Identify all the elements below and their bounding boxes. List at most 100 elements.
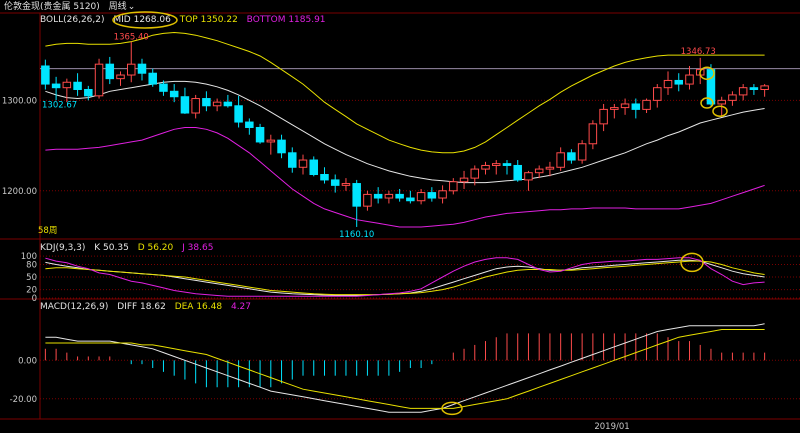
high-price-label-right: 1346.73 <box>681 47 716 57</box>
candle-body <box>352 183 361 207</box>
candle-body <box>234 105 243 123</box>
date-axis-label: 2019/01 <box>594 422 629 432</box>
chevron-down-icon: ⌄ <box>127 2 136 12</box>
macd-tick-label: -20.00 <box>10 395 37 405</box>
candle-body <box>459 177 469 183</box>
candle-body <box>245 121 254 128</box>
boll-mid-line <box>45 80 765 184</box>
candle-body <box>384 193 394 199</box>
candle-body <box>288 152 297 168</box>
candle-body <box>373 193 383 199</box>
candle-body <box>137 63 147 74</box>
candle-body <box>588 123 598 145</box>
boll-label: BOLL(26,26,2) <box>40 15 105 25</box>
macd-label: MACD(12,26,9) <box>40 302 109 312</box>
candle-body <box>663 79 673 89</box>
candle-body <box>610 107 619 110</box>
annotation-circle <box>112 11 178 29</box>
boll-mid-label: MID 1268.06 <box>113 15 171 25</box>
candle-body <box>642 99 651 110</box>
candle-body <box>674 79 684 85</box>
candle-body <box>470 168 480 179</box>
candle-body <box>534 168 544 174</box>
kdj-label: KDJ(9,3,3) <box>40 243 86 253</box>
candle-body <box>363 193 372 207</box>
kdj-j-line <box>45 257 765 297</box>
macd-dea-line <box>45 329 765 409</box>
kdj-d-label: D 56.20 <box>137 243 174 253</box>
candle-body <box>502 163 512 166</box>
candle-body <box>685 74 694 85</box>
candle-body <box>105 63 115 80</box>
candle-body <box>567 152 576 161</box>
candle-body <box>760 85 769 90</box>
candle-body <box>309 159 319 176</box>
candle-body <box>449 181 458 192</box>
annotation-circle <box>699 66 715 80</box>
kdj-tick-label: 20 <box>26 286 37 296</box>
candle-body <box>191 98 200 114</box>
boll-top-label: TOP 1350.22 <box>179 15 238 25</box>
candle-body <box>73 81 82 90</box>
candle-body <box>341 183 351 186</box>
candle-body <box>728 94 737 101</box>
candle-body <box>223 101 233 107</box>
candle-body <box>126 63 136 76</box>
candle-body <box>481 164 490 170</box>
candle-body <box>298 159 308 168</box>
candle-body <box>749 87 759 90</box>
candle-body <box>513 164 522 181</box>
candle-body <box>116 74 125 80</box>
price-tick-label: 1200.00 <box>2 187 37 197</box>
candle-body <box>706 69 716 105</box>
candle-body <box>277 139 286 154</box>
candle-body <box>416 192 426 202</box>
candle-body <box>524 172 533 181</box>
candle-body <box>406 197 415 202</box>
candle-body <box>51 83 61 89</box>
candle-body <box>320 174 329 181</box>
candle-body <box>202 98 211 107</box>
candle-body <box>41 65 50 85</box>
annotation-circle <box>441 401 463 416</box>
candle-body <box>180 96 190 114</box>
candle-body <box>159 83 168 92</box>
candle-body <box>653 87 662 101</box>
window-title-bar: 伦敦金现(贵金属 5120) 周线⌄ <box>4 1 141 14</box>
candle-body <box>577 143 587 161</box>
boll-bottom-line <box>45 127 765 228</box>
period-selector[interactable]: 周线⌄ <box>109 2 136 12</box>
candle-body <box>556 152 565 168</box>
kdj-d-line <box>45 260 765 296</box>
kdj-tick-label: 50 <box>26 273 37 283</box>
annotation-circle <box>700 97 714 109</box>
candle-body <box>255 126 265 143</box>
candle-body <box>545 166 555 170</box>
kdj-tick-label: 100 <box>21 252 37 262</box>
candle-body <box>717 99 726 105</box>
candle-body <box>599 108 608 125</box>
candle-body <box>738 87 748 96</box>
macd-diff-label: DIFF 18.62 <box>117 302 166 312</box>
macd-legend: MACD(12,26,9) DIFF 18.62 DEA 16.48 4.27 <box>40 301 257 314</box>
candle-body <box>94 63 104 97</box>
candle-body <box>438 190 447 199</box>
instrument-title: 伦敦金现(贵金属 5120) <box>4 2 100 12</box>
boll-legend: BOLL(26,26,2) MID 1268.06 TOP 1350.22 BO… <box>40 14 332 27</box>
period-label: 周线 <box>108 2 127 12</box>
candle-body <box>631 103 641 110</box>
candle-body <box>169 90 179 98</box>
boll-bottom-label: BOTTOM 1185.91 <box>246 15 326 25</box>
macd-dea-label: DEA 16.48 <box>174 302 223 312</box>
kdj-legend: KDJ(9,3,3) K 50.35 D 56.20 J 38.65 <box>40 242 219 255</box>
macd-value-label: 4.27 <box>230 302 252 312</box>
kdj-tick-label: 0 <box>32 294 37 304</box>
low-price-label-left: 1302.67 <box>42 101 77 111</box>
candle-body <box>266 139 276 143</box>
candle-body <box>62 81 72 89</box>
candle-body <box>427 192 437 199</box>
annotation-circle <box>680 252 704 273</box>
low-price-label: 1160.10 <box>339 230 374 240</box>
candle-body <box>148 72 157 85</box>
